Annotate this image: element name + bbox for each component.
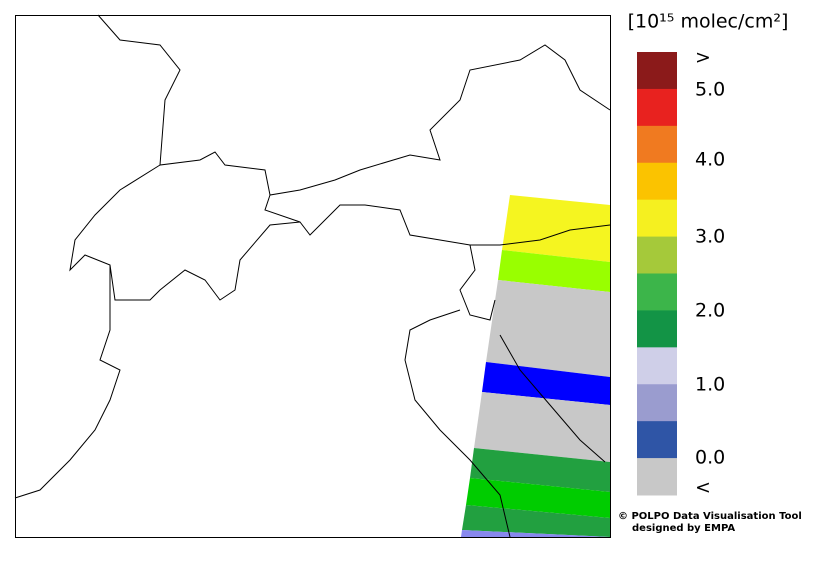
colorbar-label: <	[695, 477, 711, 499]
colorbar-label: 2.0	[695, 300, 725, 322]
colorbar-swatch	[637, 199, 677, 238]
colorbar-swatch	[637, 236, 677, 274]
map-frame	[15, 15, 611, 538]
swath-band	[474, 392, 610, 462]
borders	[14, 14, 611, 538]
colorbar-swatch	[637, 458, 677, 496]
colorbar-swatch	[637, 384, 677, 422]
colorbar-swatch	[637, 273, 677, 311]
colorbar-label: 5.0	[695, 79, 725, 101]
colorbar-swatch	[637, 88, 677, 127]
country-border	[264, 194, 301, 223]
colorbar-swatch	[637, 52, 677, 90]
country-border	[97, 14, 611, 196]
colorbar-swatch	[637, 347, 677, 385]
credit: © POLPO Data Visualisation Tool	[618, 511, 802, 522]
colorbar-label: 1.0	[695, 374, 725, 396]
swath-band	[470, 448, 610, 492]
swath	[461, 195, 610, 537]
legend-title: [10¹⁵ molec/cm²]	[628, 11, 789, 33]
coastline	[499, 334, 606, 463]
coastline	[404, 309, 511, 538]
colorbar-label: 3.0	[695, 226, 725, 248]
country-border	[459, 244, 496, 321]
colorbar-swatch	[637, 421, 677, 459]
swath-band	[461, 530, 610, 537]
swath-band	[482, 362, 610, 405]
colorbar-label: 0.0	[695, 447, 725, 469]
colorbar-swatch	[637, 310, 677, 348]
swath-band	[466, 478, 610, 518]
colorbar-swatch	[637, 125, 677, 164]
colorbar: >5.0 4.0 3.0 2.0 1.0 0.0 <	[637, 47, 725, 499]
colorbar-label: >	[695, 47, 711, 69]
swath-band	[502, 195, 610, 262]
colorbar-label: 4.0	[695, 149, 725, 171]
colorbar-swatch	[637, 162, 677, 201]
swath-band	[486, 280, 610, 377]
credit: designed by EMPA	[632, 523, 735, 534]
swath-band	[462, 505, 610, 537]
country-border	[69, 164, 611, 301]
swath-band	[498, 250, 610, 292]
country-border	[14, 265, 121, 499]
